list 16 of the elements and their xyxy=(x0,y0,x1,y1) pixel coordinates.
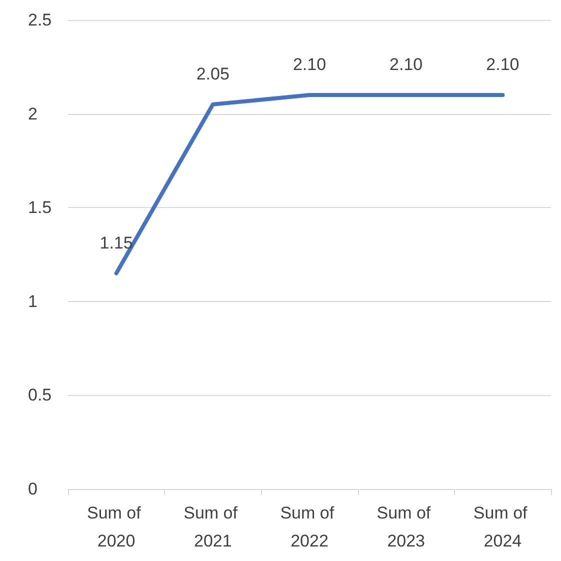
x-tick-label: Sum of 2021 xyxy=(184,504,242,550)
data-label: 2.10 xyxy=(292,55,326,74)
y-tick-label: 1 xyxy=(28,292,38,311)
x-tick-label: Sum of 2022 xyxy=(280,504,339,550)
y-tick-label: 0.5 xyxy=(28,386,52,405)
y-tick-label: 0 xyxy=(28,480,38,498)
y-tick-label: 2.5 xyxy=(28,10,52,30)
y-tick-label: 1.5 xyxy=(28,198,52,218)
x-tick-label: Sum of 2020 xyxy=(87,504,146,550)
data-label: 1.15 xyxy=(100,233,133,252)
x-tick-label: Sum of 2024 xyxy=(473,504,532,550)
data-label: 2.05 xyxy=(196,64,230,84)
x-tick-label: Sum of 2023 xyxy=(376,504,436,550)
data-label: 2.10 xyxy=(486,55,520,74)
y-tick-label: 2 xyxy=(28,104,38,124)
data-label: 2.10 xyxy=(390,55,423,74)
